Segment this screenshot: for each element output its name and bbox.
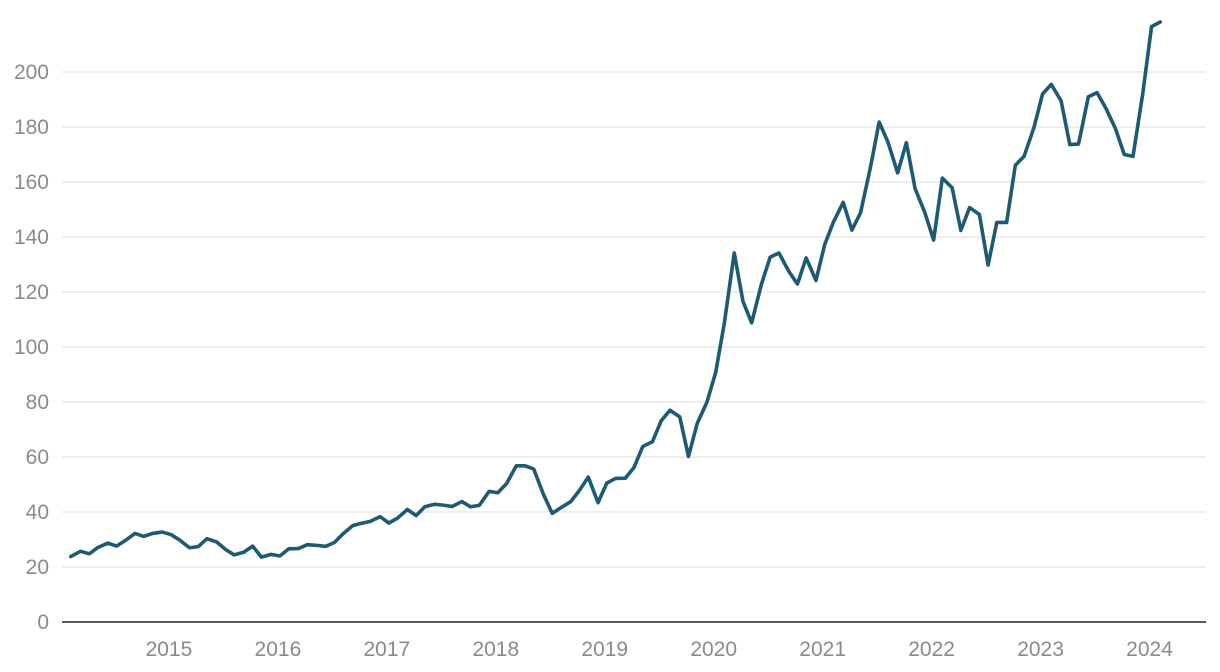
y-tick-label: 60 (26, 446, 49, 469)
y-tick-label: 40 (26, 501, 49, 524)
x-tick-label-2021: 2021 (799, 638, 846, 661)
y-axis-tick-labels: 0 20 40 60 80 100 120 140 160 180 200 (14, 61, 49, 634)
y-tick-label: 180 (14, 116, 49, 139)
x-tick-label-2020: 2020 (690, 638, 737, 661)
x-tick-label-2019: 2019 (581, 638, 628, 661)
y-tick-label: 100 (14, 336, 49, 359)
y-tick-label: 160 (14, 171, 49, 194)
x-tick-label-2016: 2016 (255, 638, 302, 661)
x-tick-label-2022: 2022 (908, 638, 955, 661)
x-tick-label-2017: 2017 (363, 638, 410, 661)
y-tick-label: 20 (26, 556, 49, 579)
gridlines (62, 71, 1206, 568)
y-tick-label: 120 (14, 281, 49, 304)
x-tick-label-2023: 2023 (1017, 638, 1064, 661)
x-tick-label-2018: 2018 (472, 638, 519, 661)
y-tick-label: 200 (14, 61, 49, 84)
x-axis-tick-labels: 2015 2016 2017 2018 2019 2020 2021 2022 2023 2024 (146, 638, 1174, 661)
x-tick-label-2015: 2015 (146, 638, 193, 661)
series-group (68, 20, 1163, 559)
x-tick-label-2024: 2024 (1126, 638, 1173, 661)
series-line-0 (68, 20, 1163, 559)
y-tick-label: 80 (26, 391, 49, 414)
y-tick-label: 140 (14, 226, 49, 249)
y-tick-label: 0 (37, 611, 49, 634)
